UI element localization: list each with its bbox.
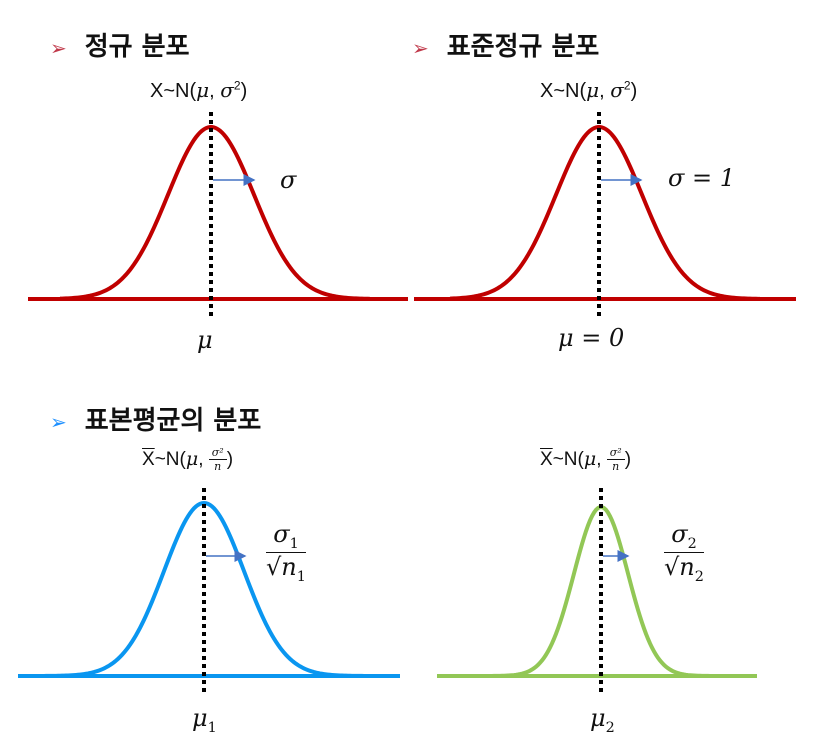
mean-label-normal: μ <box>197 326 213 354</box>
mean-label-sample2: μ2 <box>590 704 615 736</box>
sigma-label-normal: σ <box>280 166 297 194</box>
bell-curve-sample1 <box>39 500 380 678</box>
heading-text: 정규 분포 <box>84 32 190 62</box>
dist-label-normal: X~N(μ, σ2) <box>150 78 248 102</box>
bullet-arrow-icon: ➢ <box>50 410 67 434</box>
mean-label-sample1: μ1 <box>192 704 217 736</box>
dist-label-standard-normal: X~N(μ, σ2) <box>540 78 638 102</box>
std-error-label-sample2: σ2 √n2 <box>664 520 704 585</box>
variance-fraction: σ² n <box>208 446 227 473</box>
dist-label-sample2: X~N(μ, σ² n) <box>540 446 632 473</box>
heading-normal-distribution: ➢ 정규 분포 <box>50 26 190 63</box>
bell-curve-standard-normal <box>449 125 761 301</box>
mean-label-standard-normal: μ = 0 <box>558 324 625 352</box>
heading-text: 표본평균의 분포 <box>84 406 262 436</box>
std-error-label-sample1: σ1 √n1 <box>266 520 306 585</box>
bullet-arrow-icon: ➢ <box>412 36 429 60</box>
heading-sample-mean-distribution: ➢ 표본평균의 분포 <box>50 400 261 437</box>
variance-fraction: σ² n <box>606 446 625 473</box>
heading-standard-normal-distribution: ➢ 표준정규 분포 <box>412 26 599 63</box>
bell-curve-normal <box>59 125 371 301</box>
bullet-arrow-icon: ➢ <box>50 36 67 60</box>
dist-label-sample1: X~N(μ, σ² n) <box>142 446 234 473</box>
sigma-label-standard-normal: σ = 1 <box>668 164 736 192</box>
heading-text: 표준정규 분포 <box>446 32 600 62</box>
